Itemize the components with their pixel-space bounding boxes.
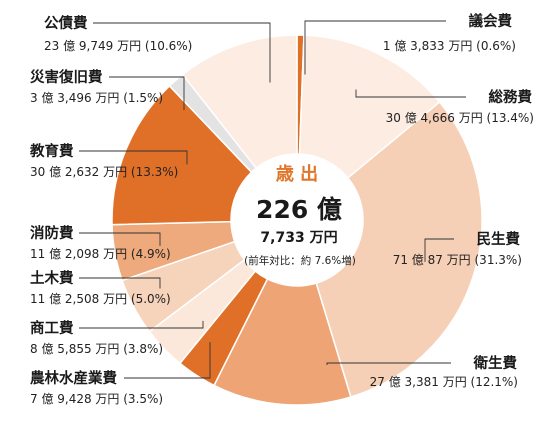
slice-name-0: 議会費	[469, 12, 513, 30]
slices-group	[111, 34, 483, 406]
leader-line-6	[79, 277, 161, 289]
slice-name-3: 衛生費	[473, 354, 518, 372]
total-amount-sub: 7,733 万円	[260, 230, 337, 246]
leader-line-0	[304, 20, 446, 75]
slice-name-7: 消防費	[30, 224, 74, 242]
slice-value-10: 23 億 9,749 万円 (10.6%)	[44, 39, 192, 53]
leader-line-1	[355, 89, 466, 98]
slice-value-2: 71 億 87 万円 (31.3%)	[393, 253, 522, 267]
slice-10	[181, 34, 298, 170]
leader-line-9	[109, 76, 185, 110]
slice-name-4: 農林水産業費	[30, 369, 117, 387]
slice-name-9: 災害復旧費	[30, 68, 103, 86]
slice-name-8: 教育費	[29, 142, 74, 160]
slice-name-1: 総務費	[489, 88, 533, 106]
leader-line-7	[79, 232, 161, 246]
donut-hole	[231, 154, 363, 286]
slice-labels: 議会費 1 億 3,833 万円 (0.6%) 総務費 30 億 4,666 万円 (…	[29, 12, 534, 406]
slice-value-3: 27 億 3,381 万円 (12.1%)	[370, 375, 518, 389]
leader-line-8	[79, 150, 188, 165]
slice-value-0: 1 億 3,833 万円 (0.6%)	[383, 39, 516, 53]
slice-name-6: 土木費	[30, 269, 74, 287]
slice-name-10: 公債費	[44, 14, 88, 32]
chart-title: 歳 出	[276, 163, 318, 185]
leader-line-4	[124, 342, 211, 379]
slice-value-4: 7 億 9,428 万円 (3.5%)	[30, 392, 163, 406]
leader-lines	[79, 20, 466, 379]
leader-line-10	[93, 22, 271, 83]
slice-value-5: 8 億 5,855 万円 (3.8%)	[30, 342, 163, 356]
slice-name-2: 民生費	[477, 230, 521, 248]
slice-value-7: 11 億 2,098 万円 (4.9%)	[30, 247, 171, 261]
leader-line-2	[424, 238, 454, 262]
total-amount: 226 億	[256, 195, 342, 224]
slice-value-9: 3 億 3,496 万円 (1.5%)	[30, 91, 163, 105]
slice-value-6: 11 億 2,508 万円 (5.0%)	[30, 292, 171, 306]
slice-name-5: 商工費	[30, 319, 74, 337]
slice-value-8: 30 億 2,632 万円 (13.3%)	[30, 165, 178, 179]
yoy-change: (前年対比：約 7.6%増)	[244, 254, 356, 267]
leader-line-5	[79, 320, 204, 329]
leader-line-3	[326, 362, 451, 365]
slice-value-1: 30 億 4,666 万円 (13.4%)	[386, 111, 534, 125]
